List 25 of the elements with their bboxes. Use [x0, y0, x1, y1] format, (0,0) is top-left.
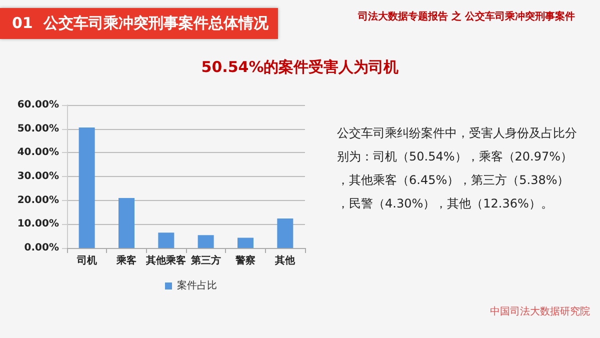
bar — [158, 232, 174, 248]
chart-title: 01 公交车司乘冲突刑事案件总体情况 — [12, 14, 270, 32]
bar — [238, 238, 254, 248]
y-tick-label: 10.00% — [17, 218, 59, 230]
text: 公交车司乘纠纷案件中，受害人身份及占比分别为：司机（50.54%），乘客（20.97%），其他乘客（6.45%），第三方（5.38%），民警（4.30%），其他（12.36%）。 — [337, 126, 577, 210]
bar — [118, 198, 134, 248]
bar — [78, 128, 95, 248]
y-tick-label: 40.00% — [17, 147, 59, 158]
x-tick-label: 其他乘客 — [145, 254, 186, 266]
text: 司法大数据专题报告 之 公交车司乘冲突刑事案件 — [357, 10, 576, 22]
y-tick-label: 20.00% — [17, 194, 59, 206]
bar — [198, 235, 214, 248]
y-tick-label: 0.00% — [24, 242, 59, 254]
y-tick-label: 60.00% — [17, 100, 59, 110]
x-tick-label: 警察 — [234, 254, 256, 266]
y-tick-label: 50.00% — [17, 123, 59, 134]
legend-label: 案件占比 — [177, 280, 217, 292]
bar — [277, 218, 294, 248]
x-tick-label: 乘客 — [116, 254, 136, 266]
chart-subtitle: 50.54%的案件受害人为司机 — [201, 58, 399, 76]
x-tick-label: 其他 — [274, 254, 296, 266]
text: 中国司法大数据研究院 — [490, 306, 590, 318]
x-tick-label: 第三方 — [190, 254, 221, 266]
x-tick-label: 司机 — [76, 254, 97, 266]
y-tick-label: 30.00% — [17, 171, 59, 182]
